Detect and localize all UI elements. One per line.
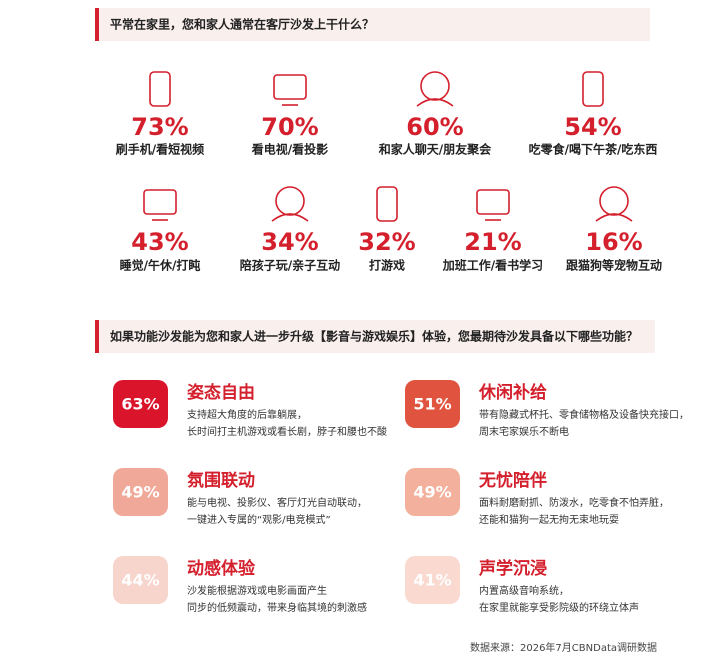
label: 和家人聊天/朋友聚会 — [378, 142, 492, 157]
percent: 49% — [121, 483, 159, 502]
label: 看电视/看投影 — [252, 142, 328, 157]
section-title: 平常在家里，您和家人通常在客厅沙发上干什么？ — [110, 17, 374, 32]
percent-box — [405, 380, 460, 428]
percent: 44% — [121, 571, 159, 590]
label: 加班工作/看书学习 — [442, 258, 543, 273]
percent: 49% — [413, 483, 451, 502]
label: 陪孩子玩/亲子互动 — [240, 258, 340, 273]
section-title: 如果功能沙发能为您和家人进一步升级【影音与游戏娱乐】体验，您最期待沙发具备以下哪… — [110, 329, 638, 344]
percent: 41% — [413, 571, 451, 590]
card-desc: 带有隐藏式杯托、零食储物格及设备快充接口， — [479, 408, 689, 421]
card-desc: 沙发能根据游戏或电影画面产生 — [187, 584, 327, 597]
card-desc: 能与电视、投影仪、客厅灯光自动联动， — [187, 496, 367, 509]
card-title: 休闲补给 — [478, 382, 547, 403]
card-desc: 同步的低频震动，带来身临其境的刺激感 — [187, 601, 367, 614]
label: 刷手机/看短视频 — [116, 142, 204, 157]
header-bg — [95, 8, 650, 41]
card-desc: 面料耐磨耐抓、防泼水，吃零食不怕弄脏， — [479, 496, 669, 509]
icon — [582, 71, 604, 107]
icon — [143, 189, 177, 215]
label: 吃零食/喝下午茶/吃东西 — [529, 142, 658, 157]
percent: 63% — [121, 395, 159, 414]
label: 跟猫狗等宠物互动 — [566, 258, 662, 273]
source: 数据来源：2026年7月CBNData调研数据 — [470, 641, 657, 654]
header-accent — [95, 8, 99, 41]
card-desc: 周末宅家娱乐不断电 — [479, 425, 569, 438]
percent-box — [405, 468, 460, 516]
percent: 60% — [406, 113, 463, 141]
icon — [420, 71, 450, 101]
percent: 51% — [413, 395, 451, 414]
card-desc: 长时间打主机游戏或看长剧，脖子和腰也不酸 — [187, 425, 387, 438]
percent: 73% — [131, 113, 188, 141]
percent: 16% — [585, 228, 642, 256]
icon — [599, 186, 629, 216]
percent: 43% — [131, 228, 188, 256]
card-desc: 在家里就能享受影院级的环绕立体声 — [479, 601, 639, 614]
percent: 70% — [261, 113, 318, 141]
percent: 34% — [261, 228, 318, 256]
header-bg — [95, 320, 655, 353]
card-desc: 一键进入专属的“观影/电竞模式” — [187, 513, 331, 526]
card-title: 声学沉浸 — [478, 558, 547, 579]
card-title: 氛围联动 — [187, 470, 255, 491]
card-title: 姿态自由 — [187, 382, 255, 403]
header-accent — [95, 320, 99, 353]
icon — [416, 98, 454, 107]
label: 睡觉/午休/打盹 — [120, 258, 201, 273]
card-title: 无忧陪伴 — [478, 470, 547, 491]
percent: 54% — [564, 113, 621, 141]
icon — [273, 74, 307, 100]
icon — [376, 186, 398, 222]
icon — [595, 213, 633, 222]
percent-box — [113, 380, 168, 428]
icon — [275, 186, 305, 216]
card-desc: 支持超大角度的后靠躺展， — [187, 408, 307, 421]
percent: 32% — [358, 228, 415, 256]
icon — [271, 213, 309, 222]
percent-box — [113, 556, 168, 604]
icon — [476, 189, 510, 215]
percent-box — [405, 556, 460, 604]
card-title: 动感体验 — [187, 558, 256, 579]
card-desc: 还能和猫狗一起无拘无束地玩耍 — [479, 513, 619, 526]
label: 打游戏 — [369, 258, 405, 273]
percent: 21% — [464, 228, 521, 256]
icon — [149, 71, 171, 107]
percent-box — [113, 468, 168, 516]
card-desc: 内置高级音响系统， — [479, 584, 569, 597]
